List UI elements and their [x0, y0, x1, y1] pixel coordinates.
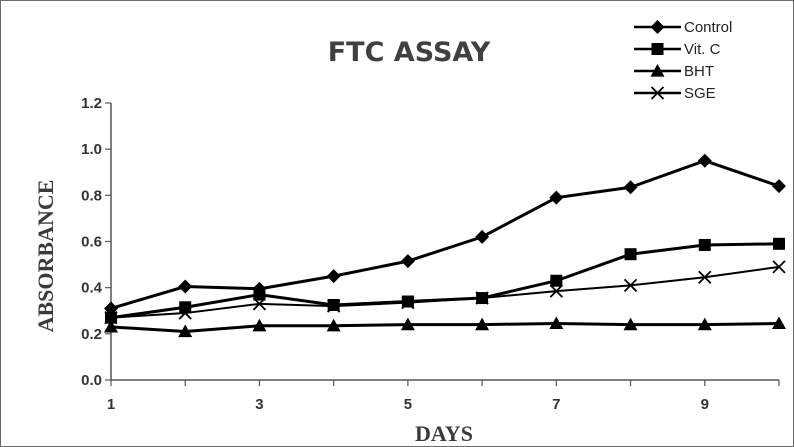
x-axis-label: DAYS — [415, 421, 473, 446]
legend-label: Vit. C — [684, 41, 721, 58]
legend-marker-sge — [650, 86, 665, 100]
marker-x-stroke — [475, 291, 489, 305]
x-tick-label: 7 — [552, 396, 560, 413]
marker-x-stroke — [104, 311, 118, 325]
data-point-sge — [772, 260, 786, 274]
y-tick-label: 0.4 — [81, 280, 103, 297]
marker-x-stroke — [549, 284, 563, 298]
x-tick-label: 9 — [701, 396, 709, 413]
data-point-bht — [549, 316, 564, 330]
y-tick-label: 0.2 — [81, 326, 102, 343]
series-sge — [104, 260, 786, 325]
data-point-control — [623, 180, 638, 195]
data-point-sge — [104, 311, 118, 325]
legend-item-control: Control — [634, 19, 732, 36]
data-point-vit-c — [550, 274, 563, 287]
data-point-bht — [326, 318, 341, 332]
data-point-bht — [252, 318, 267, 332]
series-line-sge — [110, 265, 780, 319]
data-point-control — [772, 179, 786, 194]
marker-x-stroke — [327, 299, 341, 313]
y-tick-label: 0.0 — [81, 372, 102, 389]
data-point-control — [400, 254, 415, 269]
data-point-control — [549, 190, 564, 205]
marker-x-stroke — [698, 270, 712, 284]
y-axis-label: ABSORBANCE — [33, 180, 58, 333]
x-tick-label: 3 — [255, 396, 263, 413]
x-tick-label: 1 — [107, 396, 115, 413]
legend-label: Control — [684, 19, 732, 36]
data-point-control — [326, 269, 341, 284]
legend-marker-control — [650, 20, 665, 34]
data-point-bht — [623, 317, 638, 331]
marker-x-stroke — [772, 260, 786, 274]
series-layer — [104, 153, 786, 338]
axes: 0.0 0.2 0.4 0.6 0.8 1.0 1.2 1 3 5 7 9 — [81, 95, 780, 413]
data-point-sge — [698, 270, 712, 284]
data-point-vit-c — [624, 248, 637, 261]
data-point-vit-c — [773, 237, 785, 250]
legend-marker-bht — [650, 64, 665, 77]
data-point-bht — [400, 317, 415, 331]
data-point-sge — [549, 284, 563, 298]
marker-x-stroke — [401, 296, 415, 310]
y-tick-label: 0.6 — [81, 234, 102, 251]
legend-label: SGE — [684, 85, 716, 102]
series-line-control — [110, 159, 780, 310]
data-point-vit-c — [253, 288, 266, 301]
marker-x-stroke — [252, 297, 267, 311]
legend-item-vit-c: Vit. C — [634, 41, 721, 58]
data-point-sge — [475, 291, 489, 305]
data-point-sge — [401, 296, 415, 310]
legend: Control Vit. C BHT SGE — [634, 19, 732, 102]
data-point-bht — [104, 319, 118, 333]
series-bht — [104, 316, 786, 338]
legend-item-sge: SGE — [634, 85, 716, 102]
x-tick-label: 5 — [404, 396, 412, 413]
y-tick-label: 0.8 — [81, 187, 102, 204]
data-point-bht — [475, 317, 490, 331]
data-point-sge — [327, 299, 341, 313]
y-tick-label: 1.2 — [81, 95, 102, 112]
data-point-bht — [178, 324, 193, 338]
data-point-vit-c — [179, 301, 192, 314]
data-point-vit-c — [698, 238, 711, 251]
marker-x-stroke — [650, 86, 665, 100]
legend-marker-vit-c — [651, 43, 664, 55]
data-point-sge — [178, 306, 192, 320]
marker-x-stroke — [623, 278, 638, 292]
data-point-sge — [623, 278, 638, 292]
legend-item-bht: BHT — [634, 63, 714, 80]
data-point-control — [697, 153, 712, 168]
chart-title: FTC ASSAY — [328, 37, 491, 68]
data-point-control — [178, 279, 193, 294]
marker-x-stroke — [178, 306, 192, 320]
legend-label: BHT — [684, 63, 714, 80]
series-control — [104, 153, 786, 316]
data-point-bht — [697, 317, 712, 331]
data-point-control — [475, 229, 490, 244]
data-point-sge — [252, 297, 267, 311]
data-point-bht — [772, 316, 786, 330]
y-tick-label: 1.0 — [81, 141, 102, 158]
series-line-bht — [110, 321, 780, 334]
